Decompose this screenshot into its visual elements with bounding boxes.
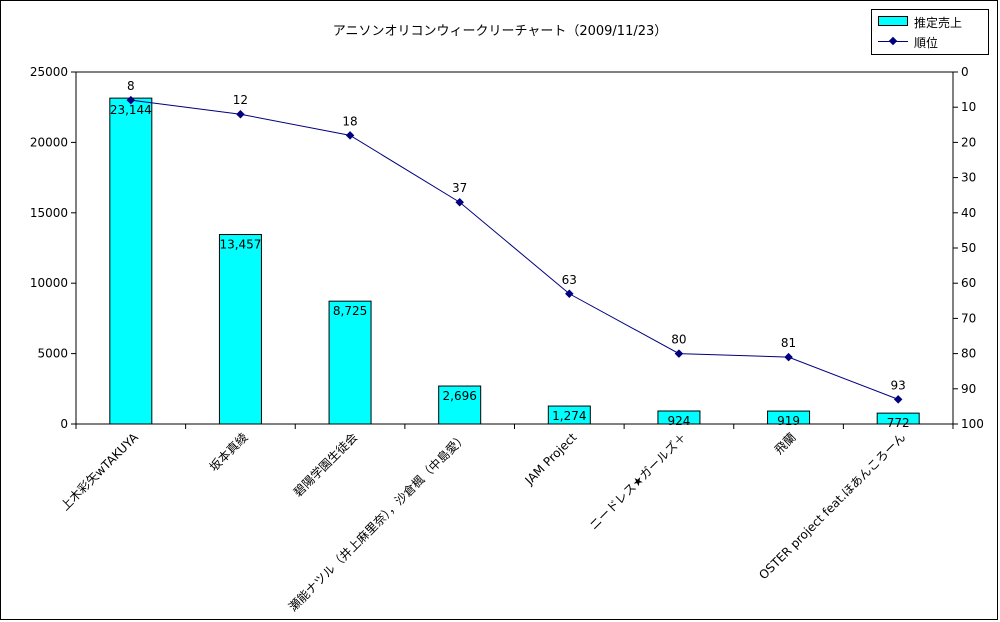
y-left-tick-label: 15000 xyxy=(30,206,68,220)
bar xyxy=(547,405,591,425)
legend-label-rank: 順位 xyxy=(914,36,939,50)
y-left-tick-label: 5000 xyxy=(37,347,68,361)
rank-point xyxy=(236,109,245,119)
bar xyxy=(767,410,811,425)
rank-point xyxy=(784,352,793,362)
legend-label-sales: 推定売上 xyxy=(914,16,963,30)
legend-item-sales: 推定売上 xyxy=(878,13,986,31)
rank-data-label: 8 xyxy=(127,79,135,93)
bar-data-label: 13,457 xyxy=(219,238,261,252)
y-right-tick-label: 10 xyxy=(961,100,976,114)
rank-data-label: 80 xyxy=(671,333,686,347)
y-right-tick-label: 60 xyxy=(961,276,976,290)
rank-point xyxy=(345,131,355,140)
rank-data-label: 37 xyxy=(452,181,467,195)
rank-point xyxy=(674,349,684,358)
y-right-tick-label: 0 xyxy=(961,65,969,79)
y-left-tick-label: 20000 xyxy=(30,135,68,149)
bar xyxy=(328,300,372,425)
chart-title: アニソンオリコンウィークリーチャート（2009/11/23） xyxy=(332,24,668,39)
bar xyxy=(438,385,482,425)
x-category-label: JAM Project xyxy=(522,430,580,488)
legend: 推定売上 順位 xyxy=(871,9,989,55)
y-right-tick-label: 70 xyxy=(961,311,976,325)
bar-data-label: 924 xyxy=(667,414,690,428)
bar-data-label: 1,274 xyxy=(552,409,586,423)
bar-data-label: 919 xyxy=(777,414,800,428)
legend-bar-swatch xyxy=(878,16,908,26)
rank-line xyxy=(130,99,899,400)
rank-data-label: 12 xyxy=(233,93,248,107)
rank-point xyxy=(455,197,464,207)
y-left-tick-label: 0 xyxy=(60,417,68,431)
y-right-tick-label: 90 xyxy=(961,382,976,396)
bar-data-label: 772 xyxy=(887,416,910,430)
y-left-tick-label: 25000 xyxy=(30,65,68,79)
rank-point xyxy=(126,95,136,105)
y-right-tick-label: 20 xyxy=(961,135,976,149)
y-right-tick-label: 50 xyxy=(961,241,976,255)
bar-data-label: 23,144 xyxy=(110,103,152,117)
x-category-label: 飛蘭 xyxy=(772,430,799,457)
x-category-label: ニードレス★ガールズ＋ xyxy=(586,430,689,533)
bar xyxy=(657,410,701,425)
bar xyxy=(218,234,262,425)
x-category-label: 上木彩矢wTAKUYA xyxy=(58,430,142,514)
x-category-label: 碧陽学園生徒会 xyxy=(290,430,360,500)
y-left-tick-label: 10000 xyxy=(30,276,68,290)
bar xyxy=(109,97,153,425)
rank-data-label: 93 xyxy=(891,378,906,392)
bar-data-label: 2,696 xyxy=(443,389,477,403)
y-right-tick-label: 30 xyxy=(961,171,976,185)
y-right-tick-label: 100 xyxy=(961,417,984,431)
legend-item-rank: 順位 xyxy=(878,33,986,51)
y-right-tick-label: 40 xyxy=(961,206,976,220)
x-category-label: 瀬能ナツル（井上麻里奈），沙倉楓（中島愛） xyxy=(285,430,470,615)
rank-point xyxy=(893,395,903,404)
rank-data-label: 18 xyxy=(342,114,357,128)
rank-data-label: 81 xyxy=(781,336,796,350)
x-category-label: 坂本真綾 xyxy=(206,430,251,475)
y-right-tick-label: 80 xyxy=(961,347,976,361)
rank-point xyxy=(565,289,574,299)
rank-data-label: 63 xyxy=(562,273,577,287)
bar xyxy=(876,412,920,425)
bar-data-label: 8,725 xyxy=(333,304,367,318)
